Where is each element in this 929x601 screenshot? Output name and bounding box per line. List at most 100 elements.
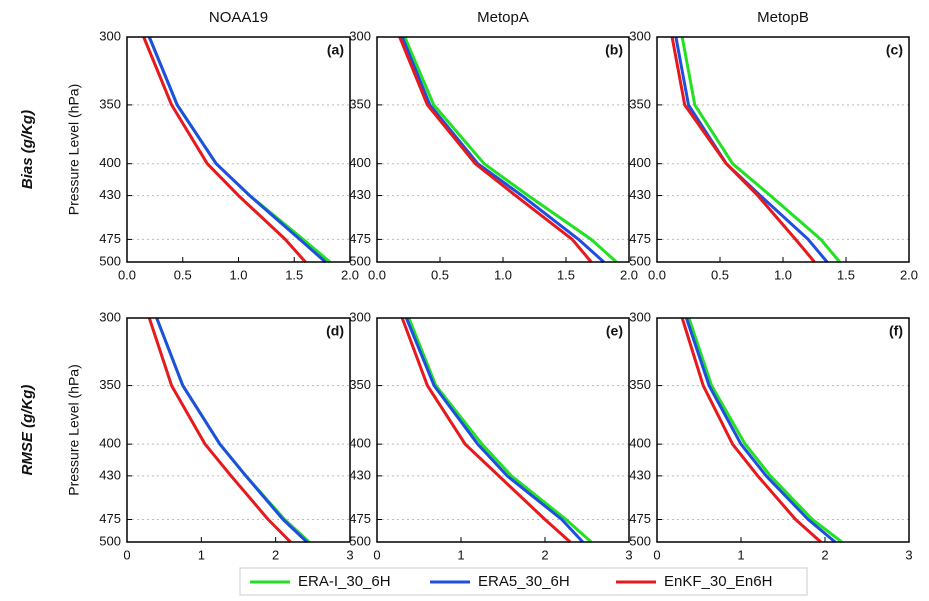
x-tick-label: 3 xyxy=(905,547,912,562)
plot-frame xyxy=(656,36,910,263)
panel-label: (a) xyxy=(327,42,344,58)
x-tick-label: 0.0 xyxy=(368,267,386,282)
y-tick-label: 430 xyxy=(349,467,371,482)
x-tick-label: 1 xyxy=(457,547,464,562)
legend-box xyxy=(239,567,808,596)
series-line xyxy=(405,317,584,544)
series-line xyxy=(400,36,605,264)
series-line xyxy=(407,317,593,544)
x-tick-label: 2.0 xyxy=(900,267,918,282)
series-line xyxy=(147,36,327,264)
panel-label: (e) xyxy=(606,323,623,339)
y-tick-label: 350 xyxy=(629,377,651,392)
x-tick-label: 3 xyxy=(625,547,632,562)
y-tick-label: 400 xyxy=(99,155,121,170)
x-tick-label: 3 xyxy=(346,547,353,562)
x-tick-label: 0 xyxy=(373,547,380,562)
plot-frame xyxy=(376,36,630,263)
y-tick-label: 300 xyxy=(99,28,121,43)
column-title: MetopB xyxy=(757,9,809,26)
x-tick-label: 1 xyxy=(737,547,744,562)
panel-label: (b) xyxy=(605,42,623,58)
y-tick-label: 300 xyxy=(629,28,651,43)
y-tick-label: 400 xyxy=(349,155,371,170)
series-line xyxy=(687,317,843,544)
y-tick-label: 400 xyxy=(349,436,371,451)
y-tick-label: 300 xyxy=(349,309,371,324)
x-tick-label: 2 xyxy=(541,547,548,562)
y-tick-label: 300 xyxy=(349,28,371,43)
series-line xyxy=(155,317,311,544)
series-line xyxy=(398,36,593,263)
series-line xyxy=(147,317,292,544)
y-tick-label: 500 xyxy=(349,253,371,268)
plot-frame xyxy=(126,36,351,263)
y-tick-label: 430 xyxy=(629,187,651,202)
y-tick-label: 475 xyxy=(629,511,651,526)
x-tick-label: 1.5 xyxy=(285,267,303,282)
panel-label: (c) xyxy=(886,42,903,58)
series-line xyxy=(155,317,308,544)
x-tick-label: 0 xyxy=(653,547,660,562)
series-line xyxy=(674,36,829,263)
x-tick-label: 0 xyxy=(123,547,130,562)
y-tick-label: 430 xyxy=(99,467,121,482)
x-tick-label: 2 xyxy=(272,547,279,562)
x-tick-label: 0.0 xyxy=(118,267,136,282)
y-tick-label: 500 xyxy=(99,533,121,548)
plot-frame xyxy=(126,317,351,543)
series-line xyxy=(403,36,618,264)
series-line xyxy=(142,36,307,263)
y-axis-label: Pressure Level (hPa) xyxy=(66,84,82,216)
x-tick-label: 1.0 xyxy=(774,267,792,282)
y-tick-label: 500 xyxy=(629,253,651,268)
series-line xyxy=(680,36,841,263)
x-tick-label: 0.5 xyxy=(711,267,729,282)
column-title: MetopA xyxy=(477,9,529,26)
x-tick-label: 1.0 xyxy=(229,267,247,282)
y-tick-label: 350 xyxy=(349,96,371,111)
plot-frame xyxy=(656,317,910,543)
x-tick-label: 2.0 xyxy=(341,267,359,282)
x-tick-label: 0.5 xyxy=(431,267,449,282)
y-tick-label: 430 xyxy=(629,467,651,482)
row-label: RMSE (g/Kg) xyxy=(19,385,36,476)
x-tick-label: 1.5 xyxy=(557,267,575,282)
column-title: NOAA19 xyxy=(209,9,268,26)
legend-label: ERA5_30_6H xyxy=(478,573,570,590)
x-tick-label: 0.0 xyxy=(648,267,666,282)
y-tick-label: 475 xyxy=(349,511,371,526)
y-tick-label: 475 xyxy=(99,511,121,526)
y-tick-label: 475 xyxy=(349,231,371,246)
y-tick-label: 400 xyxy=(629,436,651,451)
y-tick-label: 500 xyxy=(349,533,371,548)
y-tick-label: 430 xyxy=(349,187,371,202)
series-line xyxy=(670,36,816,263)
legend-label: EnKF_30_En6H xyxy=(664,573,772,590)
y-tick-label: 350 xyxy=(99,96,121,111)
x-tick-label: 0.5 xyxy=(174,267,192,282)
x-tick-label: 1 xyxy=(198,547,205,562)
panel-label: (f) xyxy=(889,323,903,339)
y-tick-label: 475 xyxy=(629,231,651,246)
panel-label: (d) xyxy=(326,323,344,339)
row-label: Bias (g/Kg) xyxy=(19,110,36,189)
series-line xyxy=(147,36,331,264)
y-tick-label: 350 xyxy=(629,96,651,111)
x-tick-label: 2 xyxy=(821,547,828,562)
series-line xyxy=(680,317,822,544)
y-tick-label: 350 xyxy=(99,377,121,392)
y-tick-label: 300 xyxy=(99,309,121,324)
y-tick-label: 350 xyxy=(349,377,371,392)
y-tick-label: 400 xyxy=(629,155,651,170)
x-tick-label: 2.0 xyxy=(620,267,638,282)
series-line xyxy=(684,317,837,544)
legend-label: ERA-I_30_6H xyxy=(298,573,391,590)
y-tick-label: 300 xyxy=(629,309,651,324)
y-tick-label: 475 xyxy=(99,231,121,246)
x-tick-label: 1.5 xyxy=(837,267,855,282)
y-tick-label: 500 xyxy=(99,253,121,268)
y-tick-label: 500 xyxy=(629,533,651,548)
